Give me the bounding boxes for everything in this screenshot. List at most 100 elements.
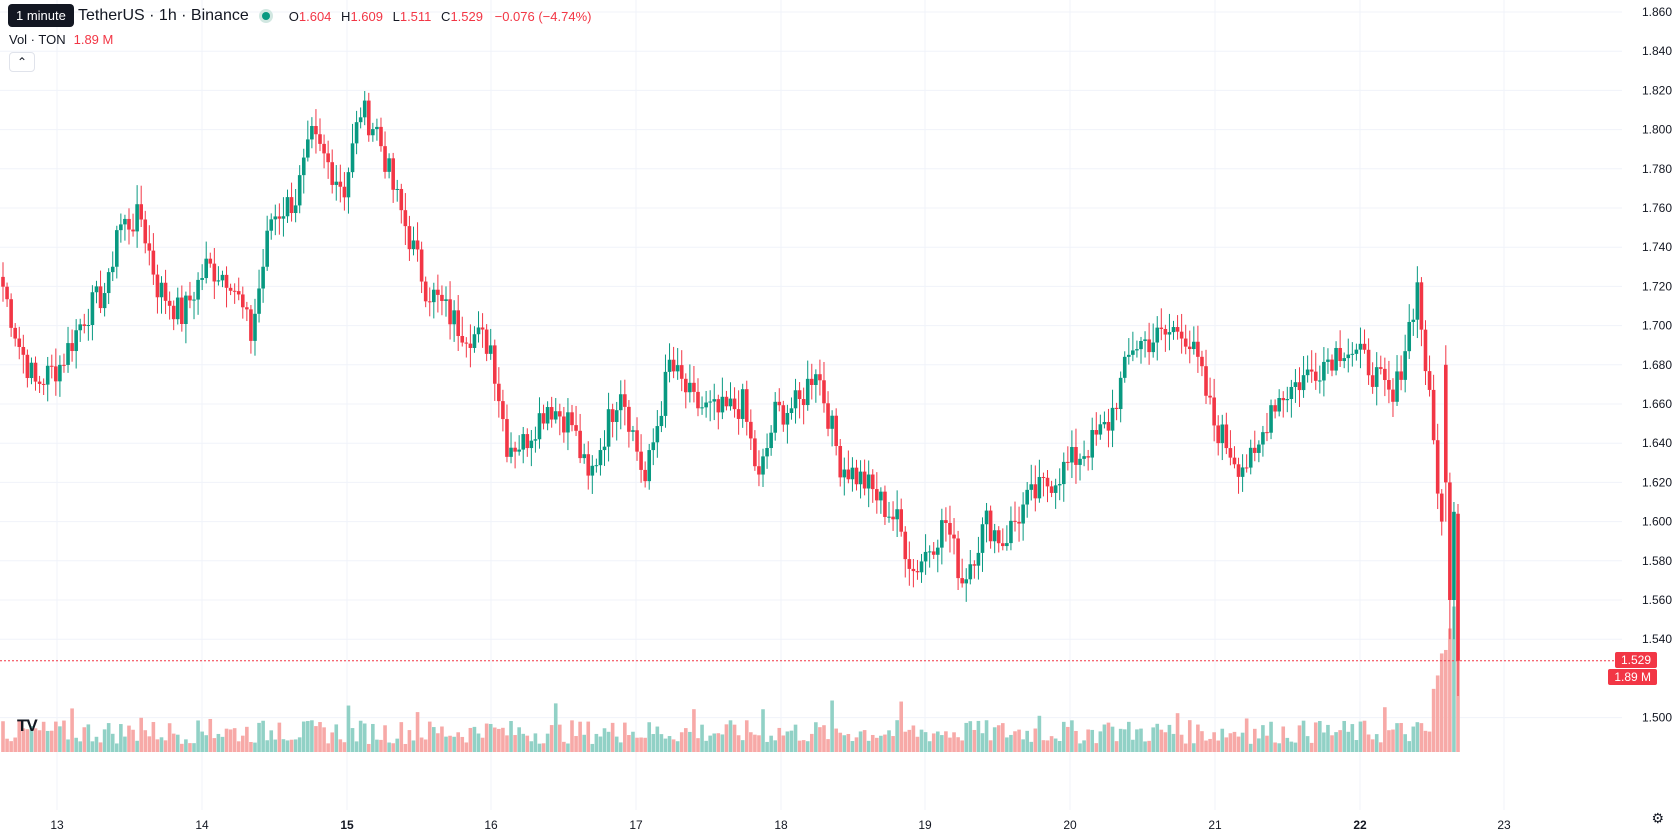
settings-gear-icon[interactable]: ⚙ [1651,810,1664,826]
volume-bar [1029,741,1034,752]
candle-body [562,416,566,433]
volume-bar [346,705,351,752]
volume-bar [1025,730,1029,752]
volume-bar [574,736,578,752]
candle-body [1,276,5,287]
volume-bar [1147,740,1151,752]
price-tick-label: 1.660 [1642,397,1672,411]
volume-bar [427,721,432,752]
candle-body [879,491,883,501]
volume-bar [94,736,99,752]
volume-bar [127,725,131,752]
volume-bar [895,720,899,752]
volume-legend[interactable]: Vol · TON 1.89 M [9,32,113,47]
volume-bar [830,700,834,752]
candle-body [208,258,213,264]
candle-body [899,509,903,532]
tradingview-logo[interactable]: TV [17,716,38,735]
volume-bar [1419,723,1424,752]
volume-bar [1021,739,1025,752]
volume-bar [1411,726,1416,752]
volume-bar [17,720,22,752]
volume-bar [342,742,347,752]
volume-bar [106,723,111,752]
candle-body [1370,375,1375,387]
candle-body [240,294,245,308]
volume-bar [1318,721,1322,752]
candle-body [432,289,436,303]
candle-body [1362,343,1367,350]
volume-bar [919,729,924,752]
volume-bars [1,580,1460,752]
volume-bar [996,725,1001,752]
volume-bar [915,736,920,752]
candle-body [391,158,395,190]
volume-bar [354,741,359,752]
candle-body [1082,456,1086,459]
ohlc-high: 1.609 [350,8,383,24]
symbol-title[interactable]: TetherUS · 1h · Binance [78,7,249,24]
candle-body [578,430,582,459]
volume-bar [927,741,932,752]
volume-bar [1358,721,1363,752]
candle-body [570,412,574,426]
candle-body [1318,380,1322,382]
candle-body [801,399,806,406]
candle-body [728,398,733,407]
volume-bar [1216,740,1221,752]
candle-body [415,240,420,250]
volume-bar [13,737,17,752]
volume-bar [716,733,721,752]
candle-body [114,230,119,267]
candle-body [310,126,314,140]
candle-body [456,310,460,336]
candle-body [1330,359,1334,371]
candle-body [988,510,993,542]
volume-bar [960,740,964,752]
volume-bar [911,725,916,752]
candle-body [127,218,131,230]
candle-body [862,471,867,489]
volume-bar [240,735,245,752]
volume-bar [870,734,875,752]
volume-bar [49,730,54,752]
candle-body [1228,448,1233,458]
volume-bar [1066,726,1070,752]
volume-bar [419,737,424,752]
candle-body [484,329,489,354]
candle-body [1326,359,1330,362]
candle-body [675,365,680,372]
candle-body [29,362,34,379]
volume-bar [793,724,798,752]
candle-body [1179,331,1184,339]
volume-bar [1342,720,1347,752]
candle-body [1037,476,1042,499]
candle-body [667,359,672,372]
candle-body [159,282,164,298]
volume-bar [1143,741,1147,752]
symbol-legend[interactable]: TetherUS · 1h · Binance O1.604 H1.609 L1… [8,6,591,26]
candle-body [623,394,627,407]
candle-body [793,390,798,409]
price-axis: 1.860 1.840 1.820 1.800 1.780 1.760 1.740 1.720… [1642,5,1672,725]
volume-bar [1082,740,1086,752]
candle-body [78,324,83,331]
candle-body [968,564,973,580]
candle-body [1086,456,1090,458]
volume-bar [192,743,196,752]
volume-bar [1322,732,1326,752]
candle-body [513,447,517,452]
candle-body [1309,369,1314,372]
volume-bar [931,733,936,752]
volume-bar [1151,727,1155,752]
candle-body [956,538,960,579]
candle-body [647,450,652,482]
candle-body [151,250,156,275]
volume-bar [501,727,505,752]
volume-bar [78,741,83,752]
collapse-legend-button[interactable]: ⌃ [9,52,35,72]
candle-body [9,299,13,328]
volume-bar [903,731,908,752]
candle-body [143,219,148,244]
